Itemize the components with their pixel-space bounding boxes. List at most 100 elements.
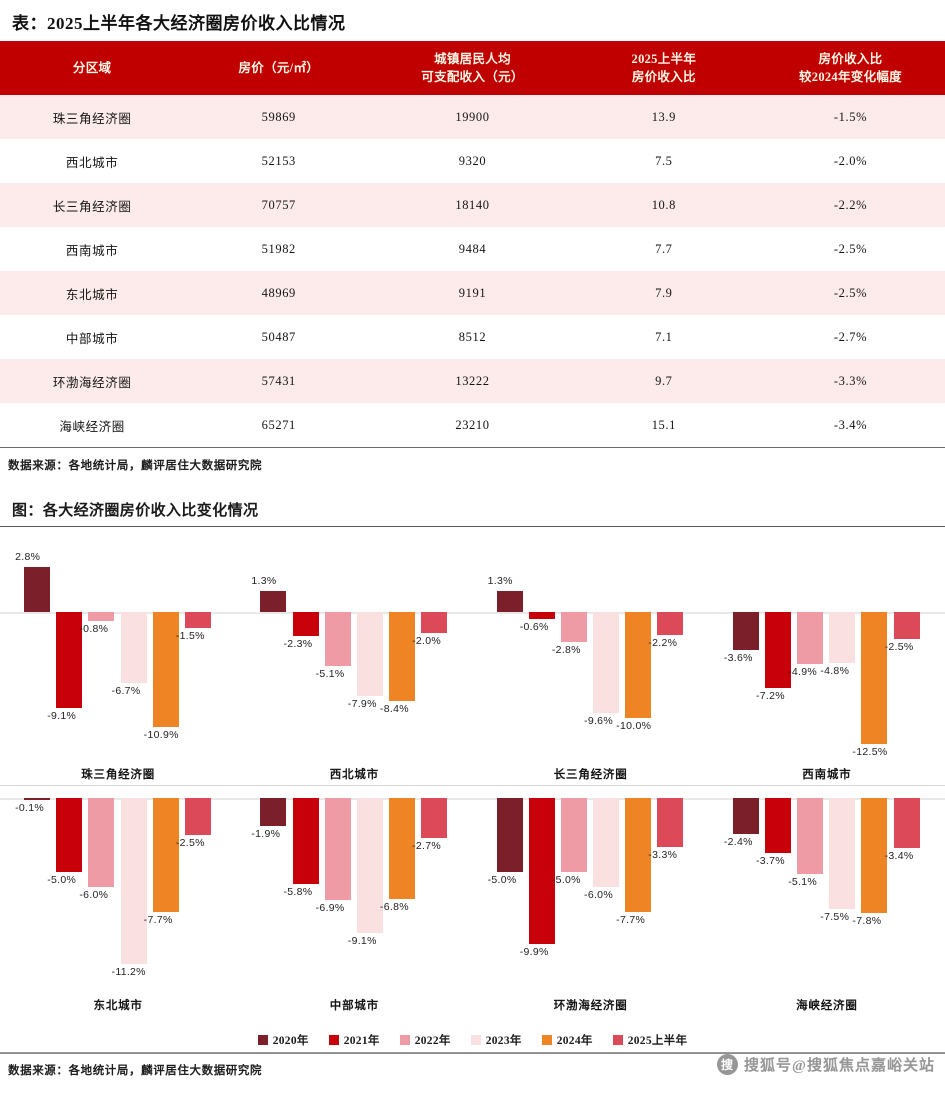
bar-value-label: -6.8% [379, 900, 409, 913]
cell-region: 海峡经济圈 [0, 403, 185, 449]
bar-2022年 [560, 612, 587, 642]
legend-item[interactable]: 2020年 [257, 1032, 309, 1048]
bar-value-label: 2.8% [15, 551, 41, 564]
legend-item[interactable]: 2023年 [470, 1032, 522, 1048]
cell-ratio: 15.1 [571, 403, 756, 449]
panel-plot-area: 1.3% -2.3% -5.1% -7.9% -8.4% -2.0% 西北城市 [236, 527, 473, 785]
table-row: 东北城市 48969 9191 7.9 -2.5% [0, 271, 945, 316]
cell-region: 西南城市 [0, 227, 185, 272]
bar-2025上半年 [893, 798, 920, 849]
bar-group: -2.4% -3.7% -5.1% -7.5% -7.8% -3.4% [709, 786, 945, 1026]
panel-category-label: 珠三角经济圈 [81, 769, 156, 782]
table-row: 中部城市 50487 8512 7.1 -2.7% [0, 315, 945, 360]
cell-ratio: 7.1 [571, 315, 756, 360]
cell-price: 48969 [184, 271, 374, 316]
bar-2022年 [88, 798, 115, 887]
bar-group: 2.8% -9.1% -0.8% -6.7% -10.9% -1.5% [0, 527, 236, 785]
cell-price: 51982 [184, 227, 374, 272]
table-row: 环渤海经济圈 57431 13222 9.7 -3.3% [0, 359, 945, 404]
cell-change: -2.0% [755, 139, 945, 184]
cell-price: 65271 [184, 403, 374, 449]
column-header-region: 分区域 [0, 41, 185, 96]
chart-frame: 2.8% -9.1% -0.8% -6.7% -10.9% -1.5% 珠三角经济圈 1.3%… [0, 526, 945, 1054]
bar-2022年 [88, 612, 115, 621]
legend-swatch-icon [257, 1035, 268, 1046]
cell-price: 57431 [184, 359, 374, 404]
legend-label: 2022年 [414, 1035, 451, 1048]
chart-panel: -1.9% -5.8% -6.9% -9.1% -6.8% -2.7% 中部城市 [236, 786, 473, 1026]
cell-ratio: 13.9 [571, 95, 756, 140]
bar-value-label: -2.2% [648, 637, 678, 650]
cell-region: 中部城市 [0, 315, 185, 360]
cell-change: -1.5% [755, 95, 945, 140]
bar-2021年 [765, 612, 791, 689]
column-header-ratio-line1: 2025上半年 [631, 52, 697, 66]
zero-axis-line [708, 798, 945, 800]
panel-plot-area: 2.8% -9.1% -0.8% -6.7% -10.9% -1.5% 珠三角经济圈 [0, 527, 237, 785]
bar-2020年 [496, 591, 523, 613]
bar-2024年 [861, 612, 888, 744]
bar-2024年 [152, 612, 179, 728]
panel-plot-area: -5.0% -9.9% -5.0% -6.0% -7.7% -3.3% 环渤海经济圈 [472, 786, 709, 1026]
column-header-price: 房价（元/㎡） [184, 41, 374, 96]
column-header-income-line1: 城镇居民人均 [434, 52, 511, 66]
bar-2022年 [324, 798, 351, 901]
chart-panel: -0.1% -5.0% -6.0% -11.2% -7.7% -2.5% 东北城市 [0, 786, 237, 1026]
cell-price: 50487 [184, 315, 374, 360]
watermark-text: 搜狐号@搜狐焦点嘉峪关站 [744, 1058, 935, 1075]
bar-2023年 [120, 612, 147, 683]
legend-item[interactable]: 2025上半年 [612, 1032, 688, 1048]
bar-2023年 [829, 798, 856, 910]
bar-2024年 [625, 798, 652, 912]
legend-label: 2023年 [485, 1035, 522, 1048]
column-header-income-line2: 可支配收入（元） [421, 70, 524, 85]
bar-value-label: -2.5% [175, 837, 205, 850]
bar-2020年 [260, 591, 287, 613]
bar-2024年 [152, 798, 179, 912]
chart-panel: 2.8% -9.1% -0.8% -6.7% -10.9% -1.5% 珠三角经济圈 [0, 527, 237, 785]
bar-value-label: -2.7% [412, 840, 441, 853]
bar-value-label: -0.1% [15, 802, 45, 815]
column-header-change-line1: 房价收入比 [818, 52, 883, 66]
bar-value-label: -8.4% [379, 702, 409, 715]
chart-panel: -5.0% -9.9% -5.0% -6.0% -7.7% -3.3% 环渤海经济圈 [472, 786, 709, 1026]
sohu-badge-icon: 搜 [717, 1054, 739, 1076]
bar-value-label: -6.0% [79, 888, 109, 901]
bar-2022年 [797, 612, 824, 664]
cell-income: 23210 [373, 403, 572, 449]
legend-item[interactable]: 2022年 [399, 1032, 451, 1048]
legend-swatch-icon [612, 1035, 623, 1046]
bar-2020年 [732, 798, 759, 834]
bar-group: 1.3% -2.3% -5.1% -7.9% -8.4% -2.0% [236, 527, 472, 785]
cell-change: -2.7% [755, 315, 945, 360]
bar-2025上半年 [893, 612, 920, 639]
bar-2025上半年 [421, 798, 448, 839]
cell-income: 9320 [373, 139, 572, 184]
bar-2021年 [765, 798, 791, 853]
bar-value-label: -9.6% [584, 715, 613, 728]
panel-category-label: 西北城市 [329, 769, 379, 782]
chart-panel: 1.3% -0.6% -2.8% -9.6% -10.0% -2.2% 长三角经济圈 [472, 527, 709, 785]
bar-value-label: -5.0% [551, 874, 581, 887]
panel-plot-area: 1.3% -0.6% -2.8% -9.6% -10.0% -2.2% 长三角经济圈 [472, 527, 709, 785]
bar-value-label: -9.1% [47, 710, 77, 723]
legend-item[interactable]: 2021年 [328, 1032, 380, 1048]
legend-label: 2020年 [272, 1035, 309, 1048]
bar-value-label: -9.9% [519, 946, 549, 959]
table-row: 珠三角经济圈 59869 19900 13.9 -1.5% [0, 95, 945, 140]
house-price-income-ratio-table: 分区域 房价（元/㎡） 城镇居民人均 可支配收入（元） 2025上半年 房价收入… [0, 41, 945, 449]
bar-2025上半年 [184, 612, 211, 629]
bar-value-label: -3.6% [723, 652, 753, 665]
zero-axis-line [236, 612, 473, 614]
bar-value-label: -11.2% [111, 965, 146, 978]
bar-value-label: -7.8% [852, 915, 882, 928]
bar-value-label: -5.8% [283, 885, 313, 898]
zero-axis-line [0, 612, 237, 614]
bar-2020年 [496, 798, 523, 873]
bar-value-label: -5.1% [788, 875, 818, 888]
cell-price: 52153 [184, 139, 374, 184]
panel-plot-area: -3.6% -7.2% -4.9% -4.8% -12.5% -2.5% 西南城市 [708, 527, 945, 785]
bar-2024年 [625, 612, 652, 718]
legend-swatch-icon [470, 1035, 481, 1046]
legend-item[interactable]: 2024年 [541, 1032, 593, 1048]
